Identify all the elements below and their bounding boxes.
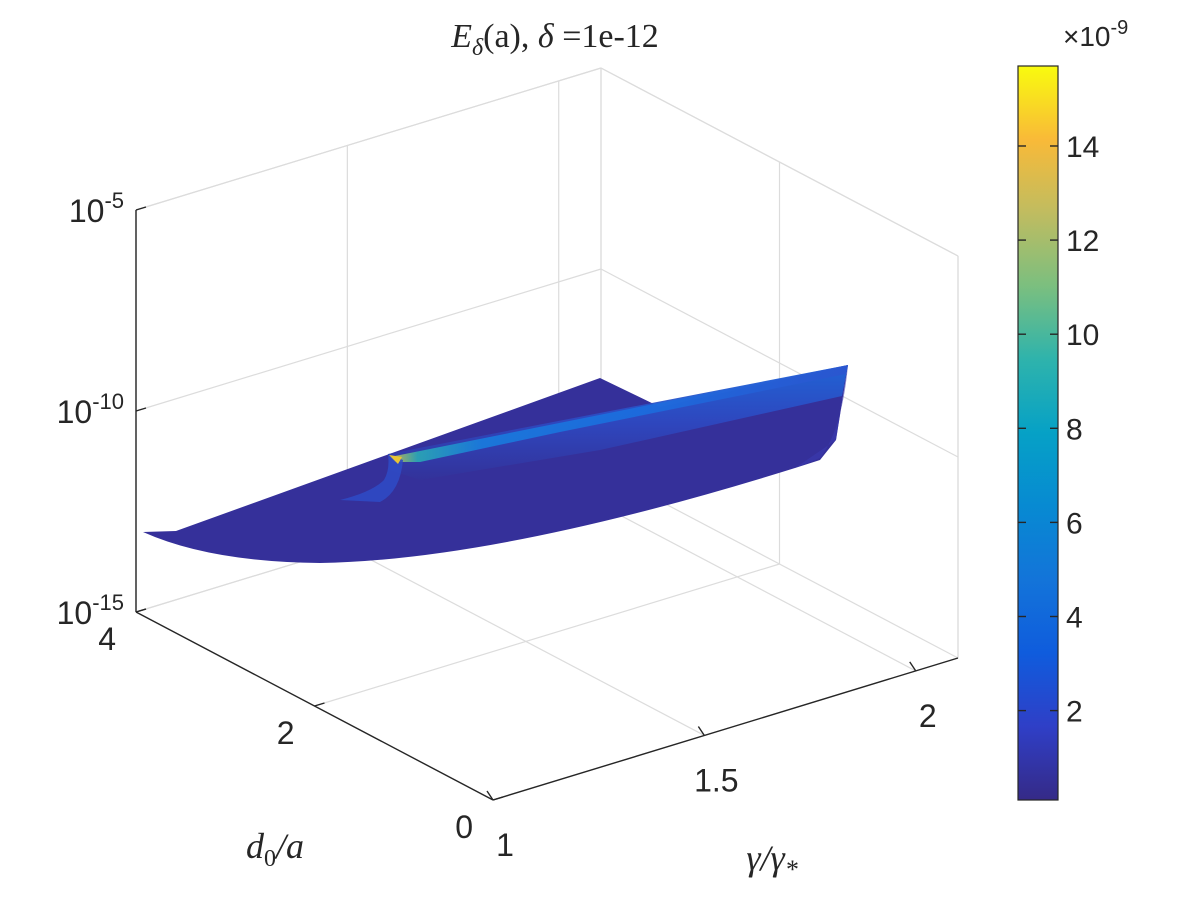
z-tick (135, 407, 147, 412)
y-axis-label-rest: /a (274, 826, 304, 866)
x-tick (909, 661, 917, 672)
z-tick-label: 10-10 (57, 389, 124, 430)
x-axis-line (492, 657, 959, 801)
title-arg: (a), (483, 18, 538, 55)
colorbar-multiplier-prefix: ×10 (1063, 21, 1111, 52)
x-tick-label: 2 (919, 698, 937, 734)
colorbar-multiplier: ×10-9 (1063, 17, 1128, 52)
colorbar-tick-label: 6 (1066, 507, 1083, 540)
grid-line (314, 563, 780, 707)
x-tick-label: 1.5 (694, 762, 738, 798)
title-main: E (450, 18, 472, 55)
surface-plot (143, 365, 848, 563)
y-tick-label: 0 (455, 809, 473, 845)
x-tick (486, 790, 494, 801)
y-tick-label: 2 (277, 715, 295, 751)
z-tick-base: 10 (57, 394, 93, 430)
x-axis-label-sub: * (785, 855, 798, 884)
x-tick (697, 726, 705, 736)
axes-lines (135, 206, 959, 801)
x-axis-label: γ/γ* (746, 838, 797, 884)
colorbar-tick-label: 12 (1066, 225, 1099, 258)
colorbar-tick-label: 8 (1066, 413, 1083, 446)
colorbar-ticks: 2 4 6 8 10 12 14 (1018, 131, 1099, 729)
colorbar-tick-label: 4 (1066, 602, 1083, 635)
z-tick (135, 206, 147, 211)
y-axis-label-sub: 0 (264, 846, 276, 872)
y-axis-label-main: d (246, 826, 265, 866)
colorbar-tick-label: 14 (1066, 131, 1099, 164)
surface-ridge-glow (390, 365, 848, 462)
surface-cusp-highlight (389, 455, 402, 464)
y-tick (314, 702, 325, 707)
x-axis-label-main: γ/γ (746, 838, 785, 878)
surface-cusp (340, 454, 403, 502)
colorbar-tick-label: 10 (1066, 319, 1099, 352)
z-tick-exp: -15 (92, 590, 124, 615)
z-tick (135, 608, 147, 613)
grid-line (135, 67, 602, 211)
title-sub: δ (472, 35, 484, 61)
z-tick-exp: -5 (104, 188, 124, 213)
z-tick-label: 10-5 (69, 188, 124, 229)
grid-line (135, 268, 602, 412)
y-tick (492, 796, 504, 801)
x-tick-label: 1 (496, 827, 514, 863)
y-tick-label: 4 (98, 621, 116, 657)
z-tick-base: 10 (57, 595, 93, 631)
title-value: =1e-12 (554, 18, 659, 55)
z-tick-base: 10 (69, 193, 105, 229)
title-delta: δ (538, 18, 555, 55)
colorbar-tick-label: 2 (1066, 696, 1083, 729)
colorbar: 2 4 6 8 10 12 14 ×10-9 (1017, 17, 1128, 801)
colorbar-multiplier-exp: -9 (1111, 17, 1129, 39)
y-axis-label: d0/a (246, 826, 304, 872)
colorbar-fill (1017, 65, 1059, 801)
chart-title: Eδ(a), δ =1e-12 (450, 18, 659, 61)
z-tick-exp: -10 (92, 389, 124, 414)
z-tick-label: 10-15 (57, 590, 124, 631)
